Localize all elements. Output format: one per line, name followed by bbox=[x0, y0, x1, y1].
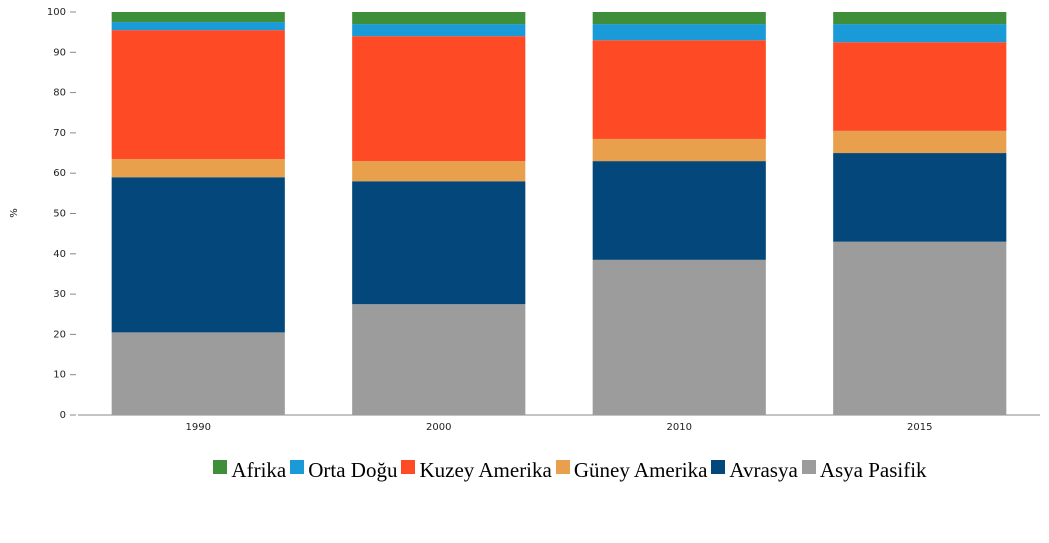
legend: Afrika Orta Doğu Kuzey Amerika Güney Amerik… bbox=[140, 458, 1000, 483]
bar-segment bbox=[833, 24, 1007, 43]
legend-swatch bbox=[290, 460, 305, 474]
legend-label: Güney Amerika bbox=[573, 458, 708, 482]
bar-segment bbox=[592, 138, 766, 162]
y-tick-label: 90 bbox=[53, 47, 66, 58]
bar-segment bbox=[833, 153, 1007, 242]
y-tick-label: 30 bbox=[53, 289, 66, 300]
chart: % 0 10 20 30 40 50 60 70 80 90 100 1990 2000 2010 2015 bbox=[9, 7, 1040, 433]
bar-segment bbox=[592, 161, 766, 260]
bar-segment bbox=[833, 130, 1007, 154]
legend-label: Afrika bbox=[231, 458, 287, 482]
y-tick-label: 70 bbox=[53, 128, 66, 139]
bar-segment bbox=[352, 161, 526, 182]
bar-segment bbox=[111, 159, 285, 178]
x-tick-label: 2010 bbox=[667, 422, 692, 433]
y-tick-label: 80 bbox=[53, 88, 66, 99]
legend-swatch bbox=[401, 460, 416, 474]
legend-label: Avrasya bbox=[729, 458, 798, 482]
y-tick-label: 100 bbox=[47, 7, 66, 18]
legend-item: Asya Pasifik bbox=[801, 458, 927, 483]
y-axis-label: % bbox=[9, 208, 20, 218]
bar-segment bbox=[352, 12, 526, 25]
bar-segment bbox=[111, 22, 285, 31]
legend-swatch bbox=[711, 460, 726, 474]
bar-segment bbox=[111, 332, 285, 415]
legend-item: Kuzey Amerika bbox=[401, 458, 552, 483]
legend-item: Orta Doğu bbox=[290, 458, 397, 483]
bar-segment bbox=[111, 30, 285, 160]
x-tick-label: 2015 bbox=[907, 422, 932, 433]
x-tick-label: 2000 bbox=[426, 422, 451, 433]
legend-label: Kuzey Amerika bbox=[419, 458, 552, 482]
bar-segment bbox=[111, 12, 285, 23]
bar-segment bbox=[833, 42, 1007, 131]
y-tick-label: 10 bbox=[53, 370, 66, 381]
legend-item: Afrika bbox=[213, 458, 286, 483]
legend-swatch bbox=[801, 460, 816, 474]
x-tick-label: 1990 bbox=[186, 422, 211, 433]
bar-segment bbox=[833, 12, 1007, 25]
y-tick-label: 50 bbox=[53, 209, 66, 220]
bar-segment bbox=[592, 259, 766, 415]
legend-swatch bbox=[213, 460, 228, 474]
bar-segment bbox=[352, 181, 526, 305]
bar-segment bbox=[592, 12, 766, 25]
y-tick-label: 0 bbox=[60, 410, 66, 421]
y-tick-label: 20 bbox=[53, 329, 66, 340]
legend-swatch bbox=[555, 460, 570, 474]
bar-segment bbox=[352, 304, 526, 415]
bar-segment bbox=[111, 177, 285, 333]
y-tick-label: 60 bbox=[53, 168, 66, 179]
legend-label: Orta Doğu bbox=[308, 458, 398, 482]
bar-segment bbox=[833, 241, 1007, 415]
bar-segment bbox=[352, 24, 526, 37]
bar-segment bbox=[352, 36, 526, 162]
legend-item: Avrasya bbox=[711, 458, 798, 483]
bar-segment bbox=[592, 24, 766, 41]
bar-segment bbox=[592, 40, 766, 139]
y-tick-label: 40 bbox=[53, 249, 66, 260]
legend-label: Asya Pasifik bbox=[819, 458, 927, 482]
legend-item: Güney Amerika bbox=[555, 458, 708, 483]
